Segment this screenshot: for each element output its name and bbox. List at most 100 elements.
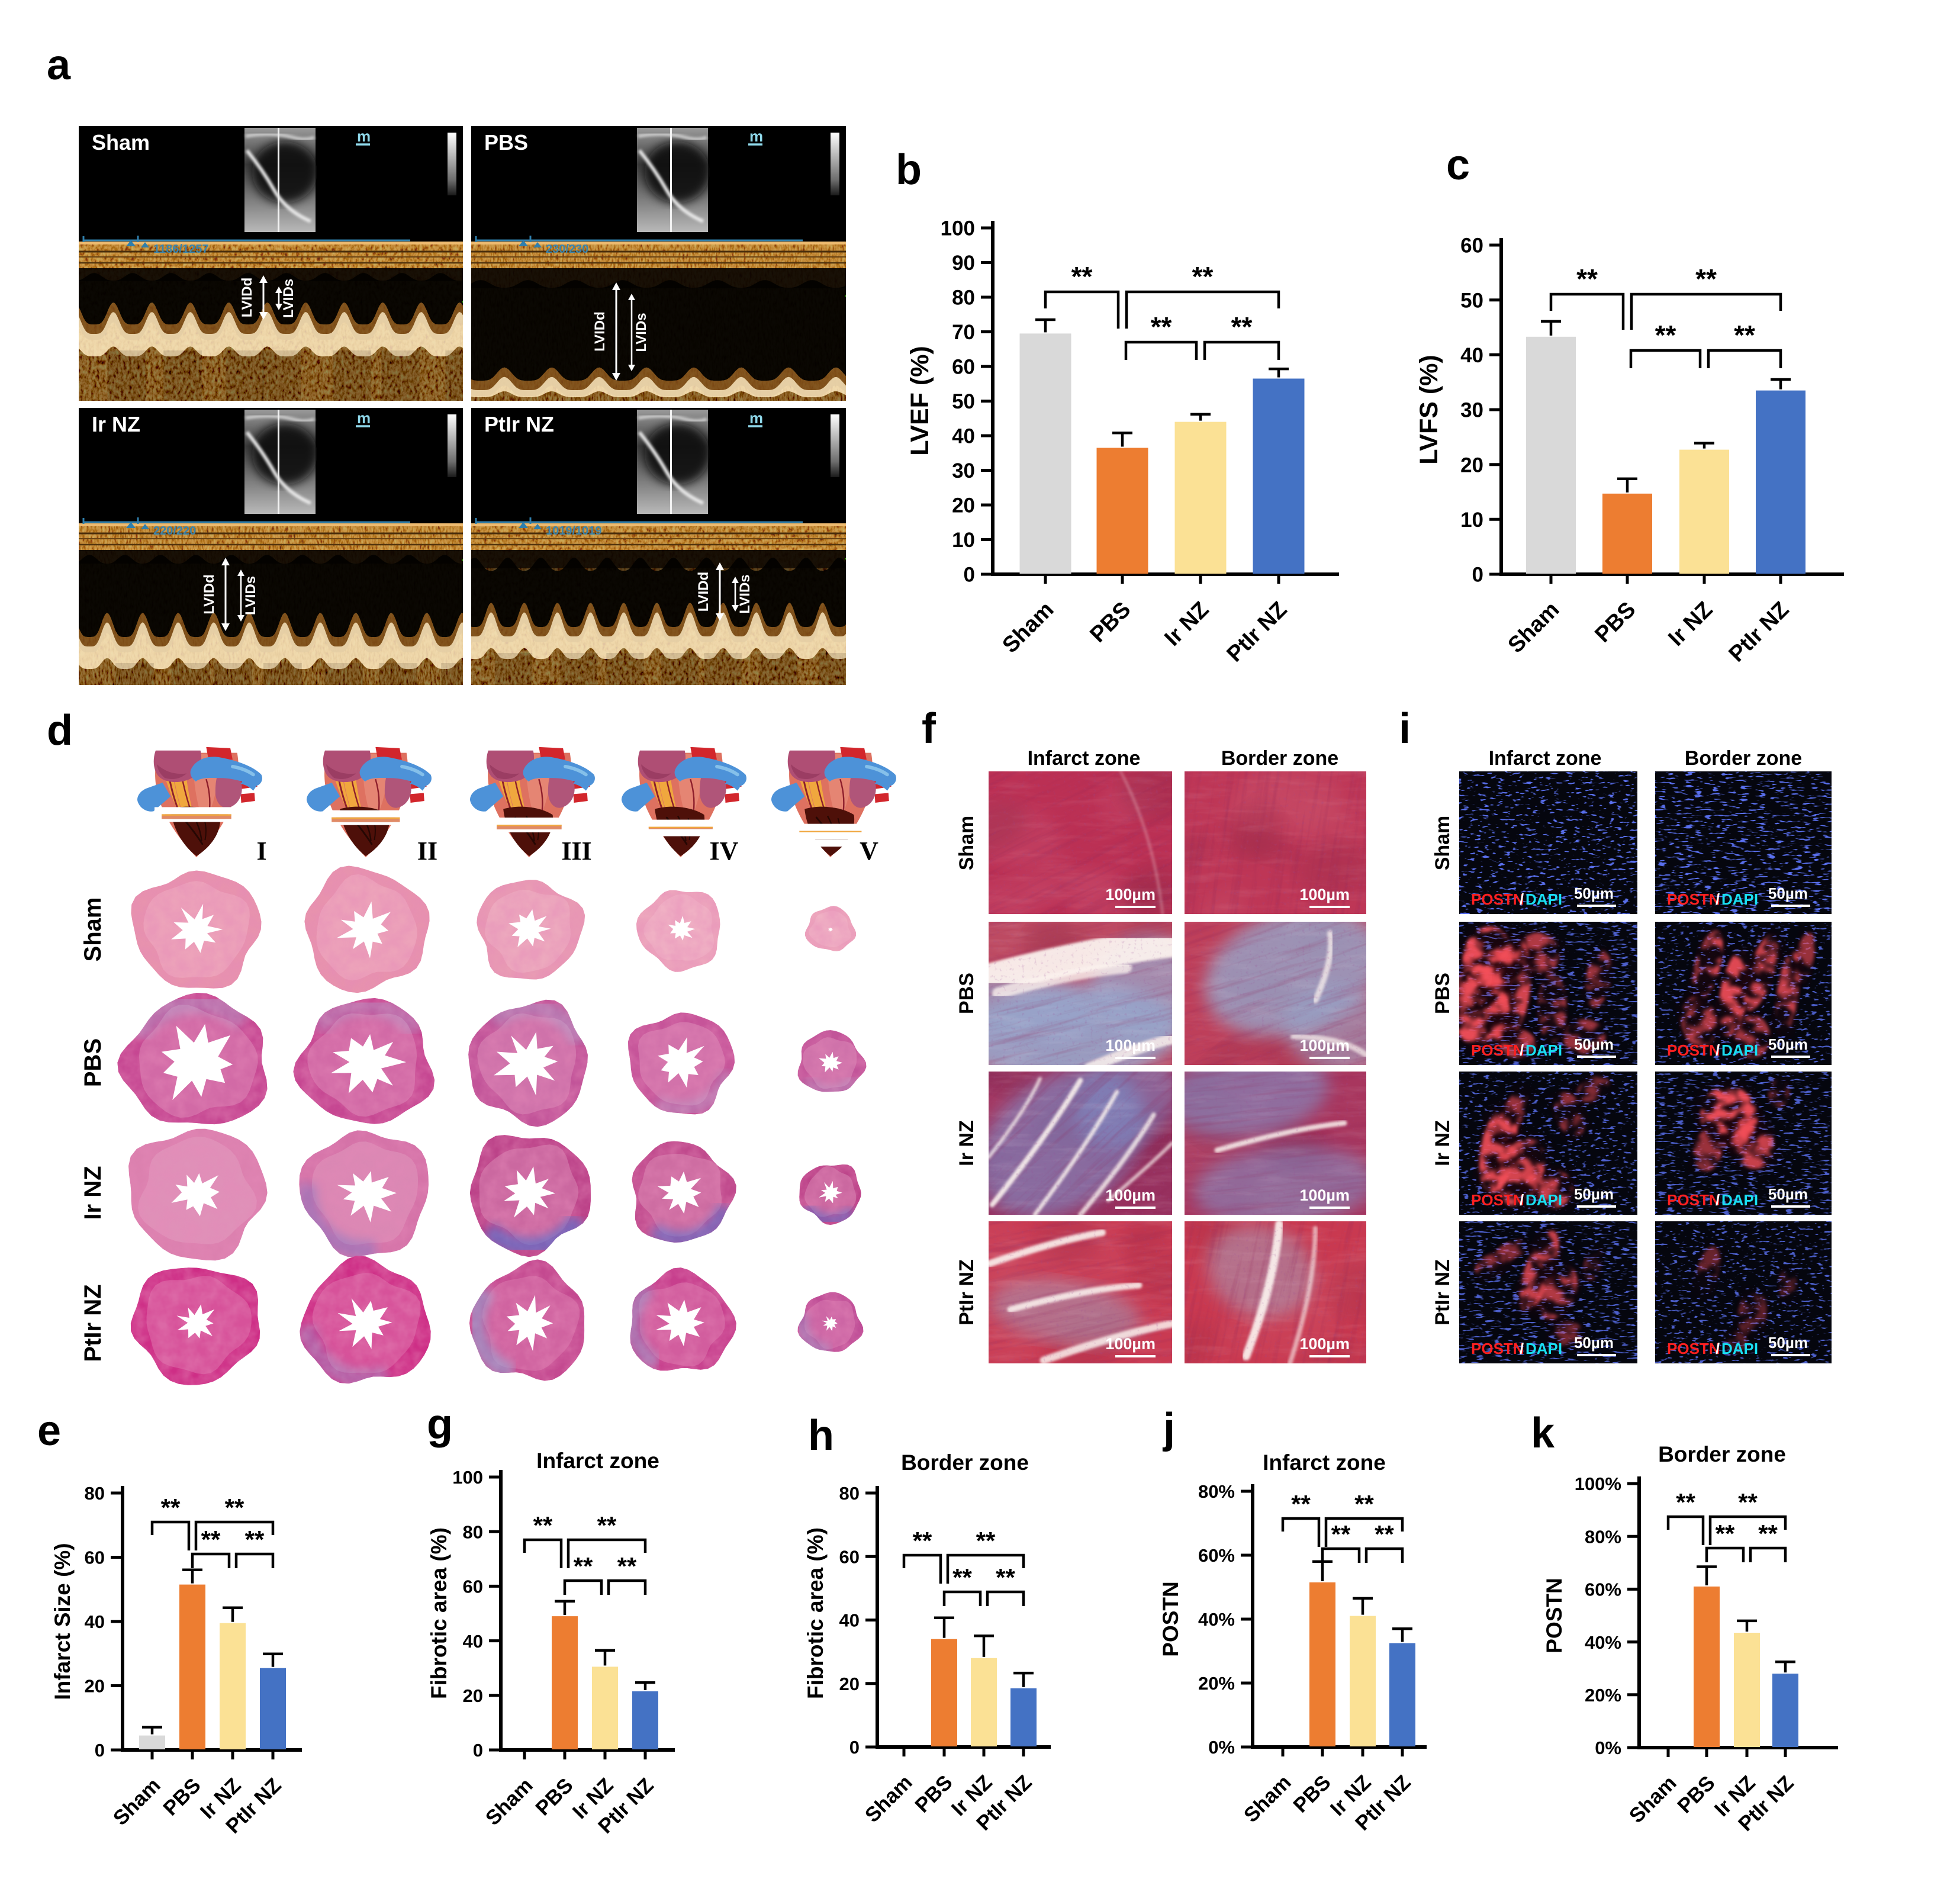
svg-text:**: ** <box>1734 320 1755 350</box>
svg-text:Ir NZ: Ir NZ <box>955 1120 978 1166</box>
svg-text:60: 60 <box>85 1547 105 1568</box>
svg-text:**: ** <box>1576 263 1598 294</box>
svg-text:PBS: PBS <box>484 130 528 155</box>
svg-text:60: 60 <box>1460 234 1483 258</box>
svg-text:Sham: Sham <box>1431 816 1454 871</box>
svg-text:50µm: 50µm <box>1574 1035 1614 1053</box>
svg-text:**: ** <box>1354 1490 1374 1518</box>
svg-text:**: ** <box>1655 320 1676 350</box>
svg-text:20: 20 <box>85 1676 105 1697</box>
svg-text:0: 0 <box>95 1740 105 1761</box>
svg-text:LVIDs: LVIDs <box>281 279 297 318</box>
svg-text:50µm: 50µm <box>1768 1035 1808 1053</box>
svg-text:40: 40 <box>463 1631 483 1652</box>
svg-text:Infarct zone: Infarct zone <box>1028 747 1141 770</box>
svg-text:Infarct zone: Infarct zone <box>1489 747 1602 770</box>
svg-text:II: II <box>417 836 437 866</box>
svg-text:**: ** <box>1375 1520 1394 1548</box>
svg-text:DAPI: DAPI <box>1525 1041 1562 1059</box>
svg-text:100µm: 100µm <box>1299 1335 1350 1353</box>
svg-text:0: 0 <box>1472 564 1483 587</box>
svg-text:0%: 0% <box>1595 1738 1621 1758</box>
svg-text:**: ** <box>913 1527 932 1555</box>
svg-text:40: 40 <box>952 425 975 448</box>
svg-text:**: ** <box>1738 1488 1758 1516</box>
svg-text:LVEF (%): LVEF (%) <box>906 346 934 456</box>
svg-text:m: m <box>749 127 763 145</box>
svg-text:Ir NZ: Ir NZ <box>92 412 140 436</box>
svg-text:0: 0 <box>849 1737 860 1758</box>
svg-text:Border zone: Border zone <box>901 1450 1029 1475</box>
svg-text:1186/1257: 1186/1257 <box>153 243 208 256</box>
svg-text:Fibrotic area (%): Fibrotic area (%) <box>803 1527 828 1699</box>
svg-text:80: 80 <box>839 1483 860 1504</box>
svg-text:10: 10 <box>1460 509 1483 532</box>
svg-text:**: ** <box>533 1511 553 1539</box>
svg-text:**: ** <box>225 1494 244 1521</box>
svg-text:**: ** <box>1331 1520 1351 1548</box>
svg-text:LVIDs: LVIDs <box>633 313 649 352</box>
svg-text:10: 10 <box>952 529 975 552</box>
svg-text:POSTN: POSTN <box>1158 1581 1183 1656</box>
svg-text:Sham: Sham <box>80 897 106 962</box>
svg-text:LVIDd: LVIDd <box>696 572 712 612</box>
svg-text:/: / <box>1716 1340 1720 1357</box>
svg-text:100µm: 100µm <box>1299 1037 1350 1054</box>
svg-text:LVIDd: LVIDd <box>239 278 255 318</box>
svg-text:LVIDd: LVIDd <box>592 311 608 352</box>
svg-text:Fibrotic area (%): Fibrotic area (%) <box>427 1527 451 1699</box>
svg-text:50: 50 <box>1460 289 1483 312</box>
svg-text:POSTN: POSTN <box>1667 890 1720 908</box>
svg-text:**: ** <box>1151 311 1172 342</box>
svg-text:**: ** <box>574 1552 593 1580</box>
svg-text:/: / <box>1716 1041 1720 1059</box>
svg-text:m: m <box>357 127 371 145</box>
svg-text:40: 40 <box>1460 344 1483 367</box>
svg-text:60: 60 <box>839 1546 860 1567</box>
svg-text:50µm: 50µm <box>1768 1334 1808 1352</box>
svg-text:**: ** <box>1676 1488 1695 1516</box>
svg-text:c: c <box>1446 141 1470 189</box>
svg-text:100: 100 <box>941 217 975 240</box>
svg-text:PBS: PBS <box>955 973 978 1014</box>
svg-text:Infarct Size (%): Infarct Size (%) <box>50 1543 75 1700</box>
svg-text:60%: 60% <box>1198 1545 1235 1566</box>
svg-text:80%: 80% <box>1198 1481 1235 1502</box>
svg-text:**: ** <box>996 1563 1015 1591</box>
svg-text:**: ** <box>1695 263 1717 294</box>
svg-text:50µm: 50µm <box>1768 1185 1808 1203</box>
svg-text:30: 30 <box>952 459 975 482</box>
svg-text:80: 80 <box>952 287 975 310</box>
svg-text:Ir NZ: Ir NZ <box>80 1166 106 1220</box>
svg-text:V: V <box>860 836 878 866</box>
svg-text:k: k <box>1531 1410 1555 1457</box>
svg-text:PBS: PBS <box>80 1038 106 1087</box>
svg-text:**: ** <box>161 1494 181 1521</box>
svg-text:DAPI: DAPI <box>1525 1191 1562 1209</box>
svg-text:100µm: 100µm <box>1299 1186 1350 1204</box>
svg-text:60%: 60% <box>1585 1579 1621 1600</box>
svg-text:50: 50 <box>952 390 975 413</box>
svg-text:100µm: 100µm <box>1105 886 1156 903</box>
svg-text:Ir NZ: Ir NZ <box>1431 1120 1454 1166</box>
svg-text:PtIr NZ: PtIr NZ <box>955 1259 978 1325</box>
svg-text:POSTN: POSTN <box>1471 1041 1524 1059</box>
svg-text:III: III <box>561 836 591 866</box>
svg-text:60: 60 <box>463 1577 483 1597</box>
svg-text:DAPI: DAPI <box>1721 1340 1758 1357</box>
svg-text:50µm: 50µm <box>1574 1185 1614 1203</box>
svg-text:**: ** <box>1071 261 1093 292</box>
svg-text:a: a <box>47 41 71 89</box>
svg-text:POSTN: POSTN <box>1667 1340 1720 1357</box>
svg-text:0: 0 <box>964 564 975 587</box>
svg-text:m: m <box>749 409 763 427</box>
svg-text:**: ** <box>1758 1520 1778 1547</box>
svg-text:POSTN: POSTN <box>1471 1340 1524 1357</box>
svg-text:Infarct zone: Infarct zone <box>1263 1450 1386 1475</box>
svg-text:100: 100 <box>452 1467 483 1488</box>
svg-text:DAPI: DAPI <box>1721 1191 1758 1209</box>
svg-text:**: ** <box>1231 311 1253 342</box>
svg-text:/: / <box>1520 890 1524 908</box>
svg-text:40: 40 <box>85 1611 105 1632</box>
svg-text:Sham: Sham <box>955 816 978 871</box>
